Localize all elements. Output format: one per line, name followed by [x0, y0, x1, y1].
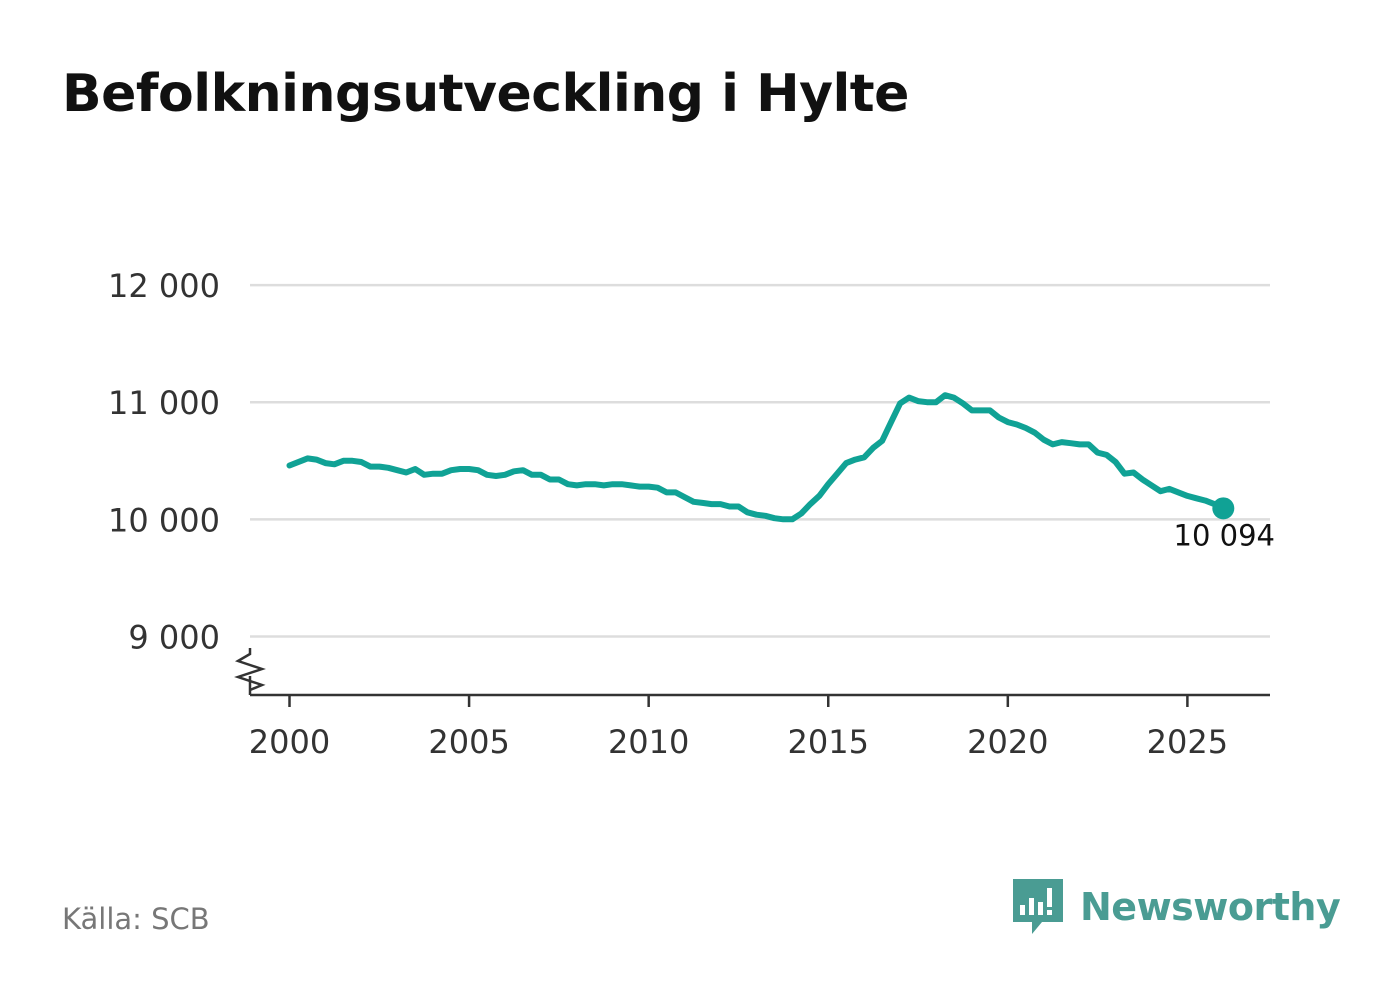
y-tick-label: 9 000 [128, 618, 220, 656]
axis-break-zigzag [234, 648, 266, 692]
x-tick-label: 2005 [428, 723, 509, 761]
last-value-label: 10 094 [1174, 518, 1275, 552]
brand-name: Newsworthy [1080, 885, 1341, 929]
source-label: Källa: SCB [62, 902, 210, 936]
data-series [286, 392, 1235, 523]
newsworthy-logo: Newsworthy [1010, 876, 1341, 938]
gridlines [250, 283, 1270, 638]
x-tick-label: 2015 [788, 723, 869, 761]
x-tick-label: 2020 [967, 723, 1048, 761]
y-tick-label: 12 000 [108, 267, 220, 305]
last-point-marker [1212, 497, 1235, 520]
y-tick-label: 10 000 [108, 501, 220, 539]
annotations: 10 094 [1174, 518, 1275, 552]
chart-title: Befolkningsutveckling i Hylte [62, 64, 909, 124]
x-tick-label: 2025 [1147, 723, 1228, 761]
y-tick-label: 11 000 [108, 384, 220, 422]
x-axis [248, 676, 1270, 707]
x-tick-label: 2000 [249, 723, 330, 761]
newsworthy-logo-icon [1013, 879, 1063, 934]
y-axis-break-icon [234, 648, 266, 692]
x-tick-label: 2010 [608, 723, 689, 761]
series-line [286, 392, 1227, 523]
x-tick-labels: 2000 2005 2010 2015 2020 2025 [249, 723, 1228, 761]
y-tick-labels: 9 000 10 000 11 000 12 000 [108, 267, 220, 656]
